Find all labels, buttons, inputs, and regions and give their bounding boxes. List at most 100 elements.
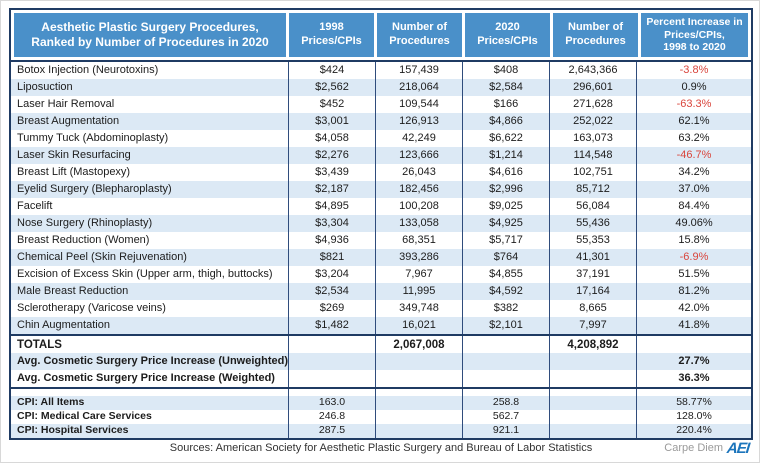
price-2020: $2,996	[463, 181, 550, 198]
pct-increase: 42.0%	[678, 302, 710, 314]
pct-increase: -46.7%	[676, 149, 712, 161]
empty-cell	[463, 370, 550, 387]
procedure-name: Sclerotherapy (Varicose veins)	[11, 300, 289, 317]
price-1998: $3,001	[289, 113, 376, 130]
price-1998: $3,439	[289, 164, 376, 181]
cpi-row: CPI: All Items 163.0 258.8 58.77%	[11, 396, 751, 410]
price-2020: $382	[463, 300, 550, 317]
price-1998: $4,936	[289, 232, 376, 249]
procedures-2020: 7,997	[550, 317, 637, 334]
average-row: Avg. Cosmetic Surgery Price Increase (We…	[11, 370, 751, 387]
table-row: Laser Hair Removal $452 109,544 $166 271,628…	[11, 96, 751, 113]
procedures-1998: 182,456	[376, 181, 463, 198]
cpi-pct: 58.77%	[676, 396, 712, 408]
price-2020: $166	[463, 96, 550, 113]
price-2020: $2,101	[463, 317, 550, 334]
table-row: Excision of Excess Skin (Upper arm, thig…	[11, 266, 751, 283]
carpe-diem-label: Carpe Diem	[664, 442, 723, 454]
empty-cell	[376, 370, 463, 387]
average-label: Avg. Cosmetic Surgery Price Increase (Un…	[11, 353, 289, 370]
totals-label: TOTALS	[11, 336, 289, 353]
procedures-2020: 41,301	[550, 249, 637, 266]
price-1998: $452	[289, 96, 376, 113]
pct-increase: 81.2%	[678, 285, 710, 297]
procedure-name: Breast Lift (Mastopexy)	[11, 164, 289, 181]
procedures-2020: 2,643,366	[550, 62, 637, 79]
totals-procedures-1998: 2,067,008	[376, 336, 463, 353]
footer: Sources: American Society for Aesthetic …	[9, 438, 753, 458]
cpi-value-2020: 921.1	[463, 424, 550, 438]
procedures-1998: 109,544	[376, 96, 463, 113]
empty-cell	[376, 353, 463, 370]
cpi-value-2020: 562.7	[463, 410, 550, 424]
procedure-name: Breast Augmentation	[11, 113, 289, 130]
pct-increase: 0.9%	[681, 81, 707, 93]
procedures-2020: 114,548	[550, 147, 637, 164]
procedures-2020: 102,751	[550, 164, 637, 181]
pct-increase: -3.8%	[679, 64, 709, 76]
price-2020: $4,925	[463, 215, 550, 232]
price-1998: $424	[289, 62, 376, 79]
price-2020: $5,717	[463, 232, 550, 249]
totals-price-1998	[289, 336, 376, 353]
pct-increase: 41.8%	[678, 319, 710, 331]
procedures-1998: 393,286	[376, 249, 463, 266]
procedures-2020: 55,436	[550, 215, 637, 232]
empty-cell	[550, 410, 637, 424]
table-row: Chemical Peel (Skin Rejuvenation) $821 393…	[11, 249, 751, 266]
pct-increase: 34.2%	[678, 166, 710, 178]
cpi-label: CPI: All Items	[11, 396, 289, 410]
procedures-2020: 37,191	[550, 266, 637, 283]
header-2020-prices: 2020 Prices/CPIs	[465, 13, 550, 57]
empty-cell	[463, 353, 550, 370]
procedures-1998: 68,351	[376, 232, 463, 249]
header-1998-procedures: Number of Procedures	[377, 13, 462, 57]
procedures-2020: 271,628	[550, 96, 637, 113]
procedures-2020: 56,084	[550, 198, 637, 215]
cpi-value-1998: 246.8	[289, 410, 376, 424]
pct-increase: 37.0%	[678, 183, 710, 195]
table-row: Eyelid Surgery (Blepharoplasty) $2,187 182…	[11, 181, 751, 198]
price-2020: $4,616	[463, 164, 550, 181]
table-row: Male Breast Reduction $2,534 11,995 $4,592 1…	[11, 283, 751, 300]
pct-increase: 49.06%	[675, 217, 713, 229]
procedures-1998: 16,021	[376, 317, 463, 334]
procedures-1998: 7,967	[376, 266, 463, 283]
procedure-name: Liposuction	[11, 79, 289, 96]
table-body: Botox Injection (Neurotoxins) $424 157,439…	[11, 62, 751, 334]
procedures-1998: 218,064	[376, 79, 463, 96]
brand-block: Carpe Diem AEI	[664, 438, 750, 458]
procedures-1998: 11,995	[376, 283, 463, 300]
pct-increase: 63.2%	[678, 132, 710, 144]
empty-cell	[550, 353, 637, 370]
cpi-section: CPI: All Items 163.0 258.8 58.77% CPI: Medic…	[11, 396, 751, 438]
procedure-name: Facelift	[11, 198, 289, 215]
price-1998: $4,895	[289, 198, 376, 215]
procedure-name: Laser Hair Removal	[11, 96, 289, 113]
cpi-value-2020: 258.8	[463, 396, 550, 410]
procedure-name: Chemical Peel (Skin Rejuvenation)	[11, 249, 289, 266]
price-1998: $2,562	[289, 79, 376, 96]
empty-cell	[550, 424, 637, 438]
totals-row: TOTALS 2,067,008 4,208,892	[11, 334, 751, 353]
procedure-name: Excision of Excess Skin (Upper arm, thig…	[11, 266, 289, 283]
average-pct: 36.3%	[678, 372, 710, 384]
procedure-name: Chin Augmentation	[11, 317, 289, 334]
cpi-label: CPI: Hospital Services	[11, 424, 289, 438]
procedure-name: Male Breast Reduction	[11, 283, 289, 300]
averages-section: Avg. Cosmetic Surgery Price Increase (Un…	[11, 353, 751, 387]
price-1998: $3,304	[289, 215, 376, 232]
price-2020: $1,214	[463, 147, 550, 164]
spacer-row	[11, 387, 751, 398]
sources-text: Sources: American Society for Aesthetic …	[169, 442, 593, 454]
procedures-1998: 157,439	[376, 62, 463, 79]
price-2020: $4,866	[463, 113, 550, 130]
procedures-2020: 163,073	[550, 130, 637, 147]
table-row: Tummy Tuck (Abdominoplasty) $4,058 42,249 $…	[11, 130, 751, 147]
price-1998: $2,187	[289, 181, 376, 198]
table-row: Laser Skin Resurfacing $2,276 123,666 $1,21…	[11, 147, 751, 164]
table-row: Breast Lift (Mastopexy) $3,439 26,043 $4,61…	[11, 164, 751, 181]
procedures-2020: 252,022	[550, 113, 637, 130]
pct-increase: 51.5%	[678, 268, 710, 280]
